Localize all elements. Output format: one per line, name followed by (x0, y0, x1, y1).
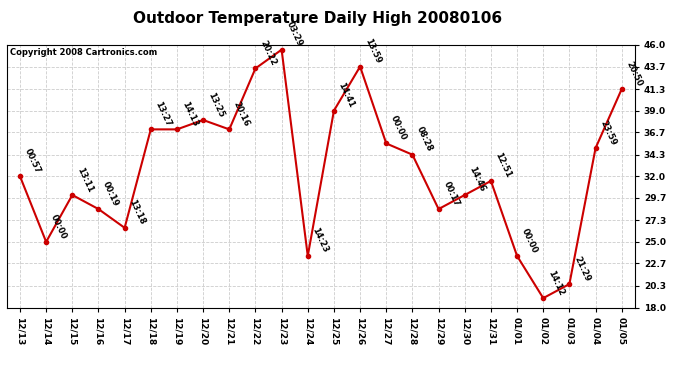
Text: 14:41: 14:41 (337, 81, 356, 109)
Text: 00:17: 00:17 (442, 180, 461, 208)
Text: 00:00: 00:00 (49, 213, 68, 240)
Text: 21:29: 21:29 (572, 255, 591, 283)
Text: 14:13: 14:13 (179, 100, 199, 128)
Text: 00:57: 00:57 (23, 147, 42, 175)
Text: 14:12: 14:12 (546, 268, 566, 297)
Text: 03:29: 03:29 (284, 21, 304, 48)
Text: 14:46: 14:46 (468, 165, 487, 194)
Text: 13:59: 13:59 (363, 37, 382, 65)
Text: Outdoor Temperature Daily High 20080106: Outdoor Temperature Daily High 20080106 (133, 11, 502, 26)
Text: 00:00: 00:00 (520, 227, 539, 255)
Text: 13:25: 13:25 (206, 91, 226, 118)
Text: 23:59: 23:59 (598, 119, 618, 147)
Text: 00:19: 00:19 (101, 180, 121, 208)
Text: 20:22: 20:22 (258, 39, 277, 67)
Text: 14:23: 14:23 (310, 226, 330, 255)
Text: 08:28: 08:28 (415, 126, 435, 153)
Text: 13:11: 13:11 (75, 166, 95, 194)
Text: 13:27: 13:27 (154, 100, 173, 128)
Text: 20:16: 20:16 (232, 100, 252, 128)
Text: 20:50: 20:50 (624, 60, 644, 88)
Text: Copyright 2008 Cartronics.com: Copyright 2008 Cartronics.com (10, 48, 157, 57)
Text: 00:00: 00:00 (389, 114, 408, 142)
Text: 12:51: 12:51 (493, 152, 513, 180)
Text: 13:18: 13:18 (128, 198, 147, 226)
